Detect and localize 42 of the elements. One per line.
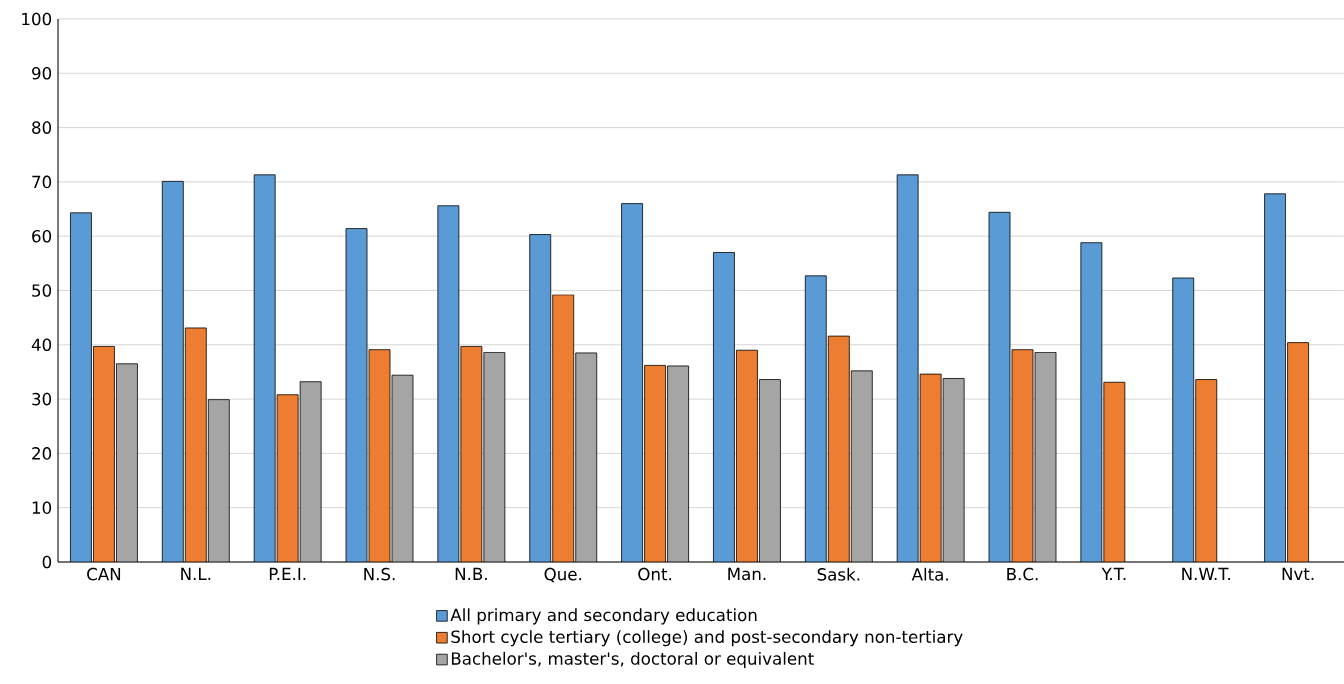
bar [552,294,574,562]
y-tick-label: 100 [22,12,52,26]
x-tick-label: Que. [544,567,582,583]
x-tick-label: B.C. [1007,567,1038,581]
x-tick-label: P.E.I. [269,567,306,580]
y-tick-label: 40 [31,338,52,352]
x-tick-label: Ont. [638,567,672,581]
x-tick-label: N.W.T. [1182,567,1230,580]
bar [1103,382,1125,562]
bar [185,327,207,562]
x-tick-label: Man. [728,567,766,581]
y-tick-label: 10 [32,501,52,514]
legend-label: Short cycle tertiary (college) and post-secondary non-tertiary [451,630,963,647]
y-tick-label: 0 [42,555,52,569]
y-tick-label: 50 [32,284,52,297]
bar [277,394,299,562]
y-tick-label: 60 [32,229,52,243]
x-tick-label: CAN [87,567,121,581]
legend-label: All primary and secondary education [450,608,757,625]
y-tick-label: 70 [32,175,52,189]
x-tick-label: N.S. [364,567,395,581]
x-tick-label: N.B. [455,567,487,580]
bar [1195,379,1217,562]
bar [736,350,758,562]
y-tick-label: 80 [32,121,52,134]
y-tick-label: 30 [32,392,52,406]
bar [644,365,666,562]
x-tick-label: Nvt. [1282,567,1314,580]
bar [460,346,482,562]
bar [1012,349,1034,562]
bar [1287,342,1309,562]
y-tick-label: 90 [32,66,52,80]
x-tick-label: Alta. [911,567,948,581]
y-tick-label: 20 [32,447,52,460]
bar [93,346,115,562]
bar [920,374,942,562]
bar [828,336,850,562]
x-tick-label: Y.T. [1101,567,1126,580]
bar [369,349,391,562]
x-tick-label: N.L. [181,567,211,580]
legend-label: Bachelor's, master's, doctoral or equivalent [451,651,814,669]
x-tick-label: Sask. [817,567,860,581]
